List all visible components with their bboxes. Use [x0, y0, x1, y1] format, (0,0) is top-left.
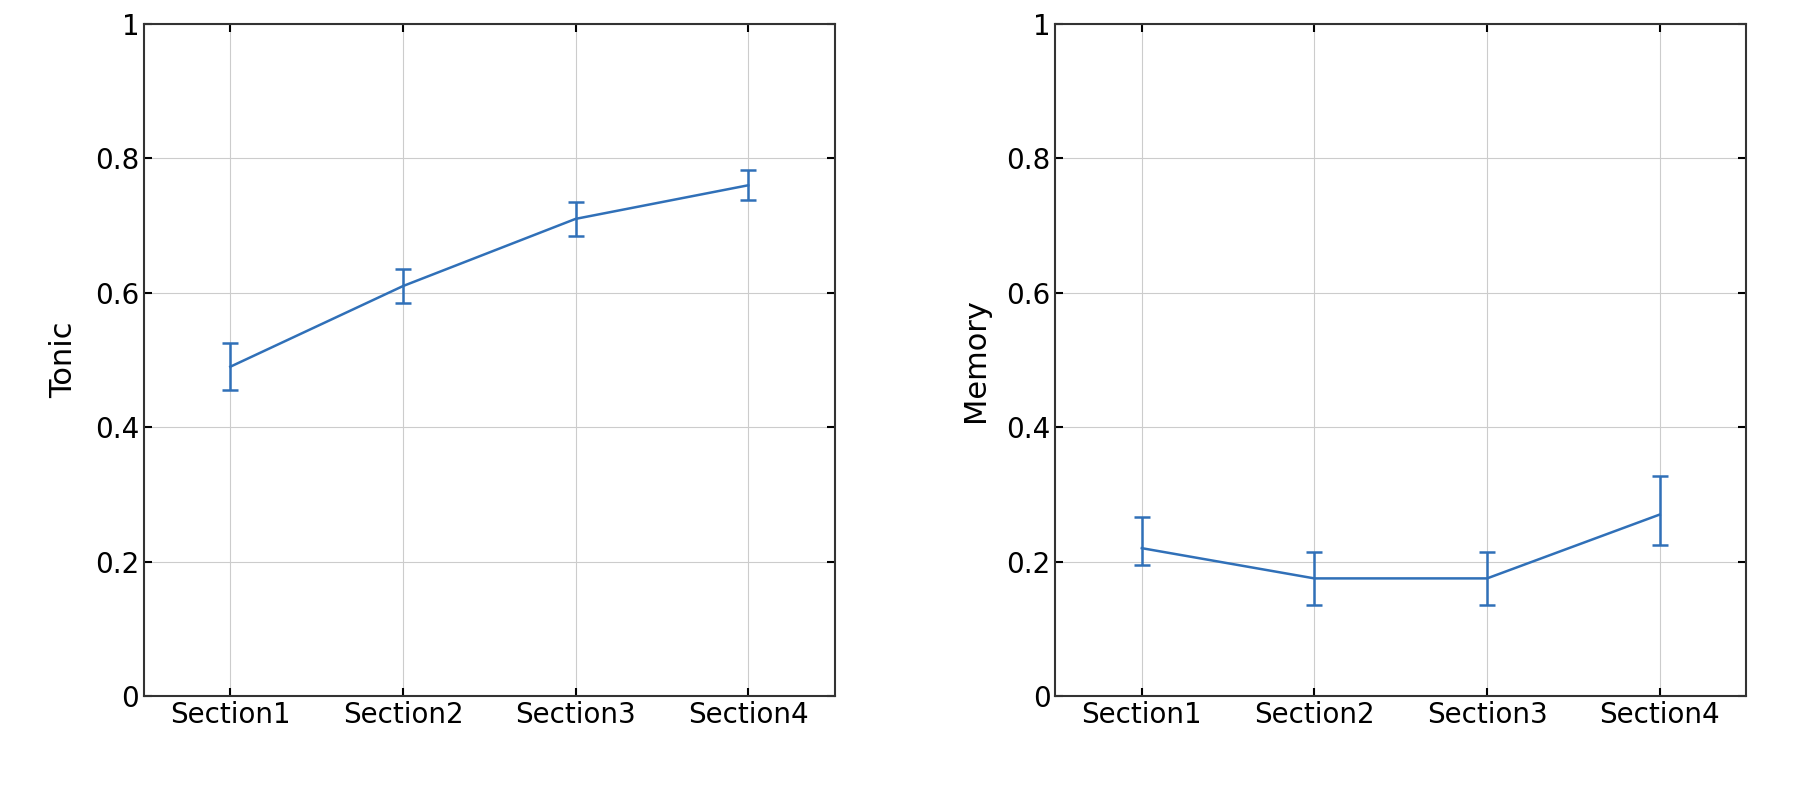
- Y-axis label: Tonic: Tonic: [49, 322, 77, 398]
- Y-axis label: Memory: Memory: [961, 298, 990, 422]
